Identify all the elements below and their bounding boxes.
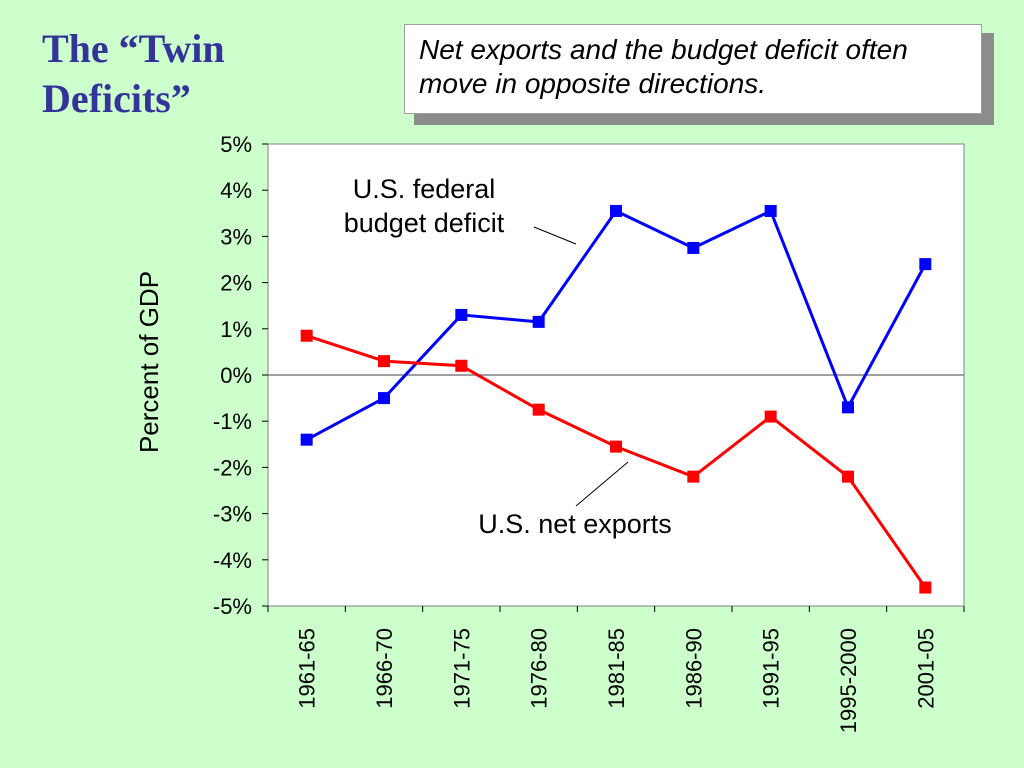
data-point (842, 401, 854, 414)
y-tick-label: -4% (213, 548, 252, 573)
data-point (764, 410, 777, 423)
y-tick-label: 5% (220, 132, 252, 157)
x-tick-label: 1986-90 (681, 628, 706, 709)
y-tick-label: 3% (220, 224, 252, 249)
y-tick-label: -2% (213, 455, 252, 480)
y-tick-label: 0% (220, 363, 252, 388)
data-point (919, 258, 932, 271)
x-tick-label: 1981-85 (604, 628, 629, 709)
y-tick-label: -1% (213, 409, 252, 434)
data-point (842, 470, 854, 483)
y-tick-label: 4% (220, 178, 252, 203)
slide-title: The “Twin Deficits” (42, 26, 225, 121)
data-point (687, 241, 700, 254)
y-tick-label: -5% (213, 594, 252, 619)
x-tick-label: 1966-70 (372, 628, 397, 709)
data-point (532, 403, 545, 416)
data-point (378, 355, 390, 368)
data-point (300, 329, 313, 342)
annotation-leader-budget (533, 226, 577, 245)
data-point (919, 581, 932, 594)
data-point (610, 440, 622, 453)
annotation-budget-deficit: U.S. federal budget deficit (344, 174, 505, 238)
x-tick-label: 2001-05 (913, 628, 938, 709)
annotation-net-exports: U.S. net exports (478, 509, 672, 539)
x-tick-label: 1961-65 (295, 628, 320, 709)
y-tick-label: 2% (220, 271, 252, 296)
y-tick-label: 1% (220, 317, 252, 342)
x-tick-label: 1976-80 (527, 628, 552, 709)
callout-text: Net exports and the budget deficit often… (419, 34, 908, 99)
callout-box: Net exports and the budget deficit often… (404, 24, 982, 114)
data-point (687, 470, 700, 483)
data-point (378, 392, 390, 405)
y-tick-label: -3% (213, 502, 252, 527)
data-point (455, 359, 468, 372)
data-point (610, 204, 622, 217)
data-point (532, 315, 545, 328)
x-tick-label: 1971-75 (449, 628, 474, 709)
annotation-leader-exports (575, 461, 629, 507)
data-point (455, 308, 468, 321)
x-tick-label: 1991-95 (759, 628, 784, 709)
x-tick-label: 1995-2000 (836, 628, 861, 733)
y-axis-title: Percent of GDP (134, 271, 164, 453)
data-point (300, 433, 313, 446)
data-point (764, 204, 777, 217)
